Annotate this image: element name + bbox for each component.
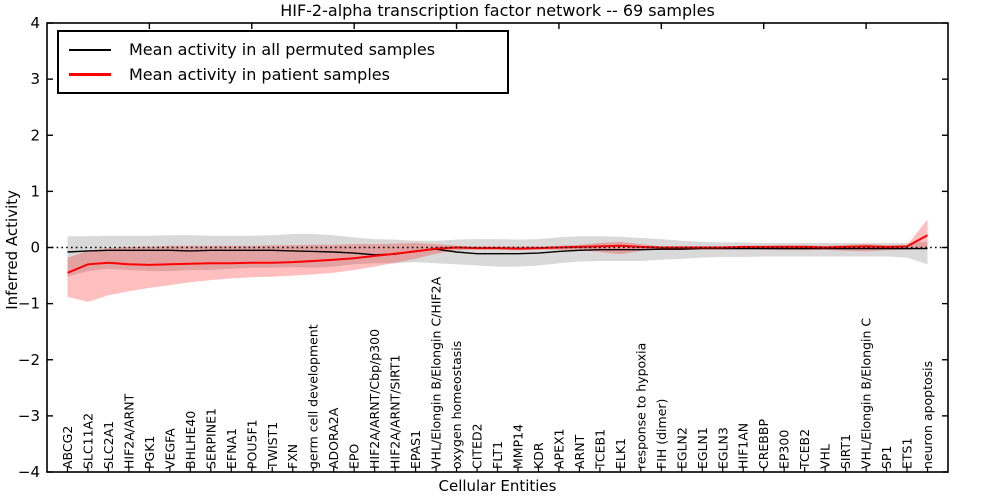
x-category-label: FIH (dimer) xyxy=(654,399,669,469)
chart-title: HIF-2-alpha transcription factor network… xyxy=(280,1,715,20)
x-category-label: POU5F1 xyxy=(244,419,259,469)
x-category-label: CREBBP xyxy=(756,419,771,469)
x-category-label: ETS1 xyxy=(900,438,915,469)
x-category-label: VHL/Elongin B/Elongin C xyxy=(859,318,874,469)
y-tick-label: 3 xyxy=(30,70,40,88)
permuted-mean-line xyxy=(67,247,928,256)
x-category-label: germ cell development xyxy=(306,324,321,469)
x-category-label: EP300 xyxy=(777,430,792,469)
y-tick-label: 4 xyxy=(30,14,40,32)
x-category-label: VHL xyxy=(818,444,833,469)
legend-line-sample-black xyxy=(69,48,111,51)
y-axis-title-text: Inferred Activity xyxy=(3,190,21,310)
x-category-label: EPO xyxy=(347,444,362,469)
x-category-label: oxygen homeostasis xyxy=(449,341,464,469)
x-category-label: HIF2A/ARNT/Cbp/p300 xyxy=(367,329,382,469)
x-category-label: SP1 xyxy=(879,446,894,469)
x-category-label: ADORA2A xyxy=(326,407,341,469)
x-category-label: VHL/Elongin B/Elongin C/HIF2A xyxy=(429,276,444,469)
legend: Mean activity in all permuted samples Me… xyxy=(57,30,509,94)
x-category-label: ARNT xyxy=(572,434,587,469)
x-category-label: MMP14 xyxy=(511,424,526,469)
x-category-label: EFNA1 xyxy=(224,428,239,469)
x-category-label: EGLN2 xyxy=(674,427,689,469)
legend-label: Mean activity in all permuted samples xyxy=(129,40,436,59)
y-tick-label: −1 xyxy=(18,295,40,313)
x-category-label: FLT1 xyxy=(490,441,505,469)
patient-band xyxy=(67,219,928,302)
x-category-label: APEX1 xyxy=(551,428,566,469)
x-category-label: KDR xyxy=(531,442,546,469)
legend-label: Mean activity in patient samples xyxy=(129,65,390,84)
x-category-label: SLC11A2 xyxy=(81,413,96,469)
x-category-label: EPAS1 xyxy=(408,430,423,469)
x-category-label: VEGFA xyxy=(162,428,177,469)
x-category-label: SIRT1 xyxy=(838,434,853,469)
x-category-label: HIF1AN xyxy=(736,423,751,469)
y-axis-title: Inferred Activity xyxy=(2,0,22,500)
x-category-label: TCEB1 xyxy=(592,429,607,470)
x-category-label: neuron apoptosis xyxy=(920,361,935,469)
x-category-label: PGK1 xyxy=(142,436,157,469)
legend-entry-patient: Mean activity in patient samples xyxy=(69,65,507,84)
x-category-label: CITED2 xyxy=(470,423,485,469)
x-category-label: HIF2A/ARNT xyxy=(121,393,136,469)
x-category-label: response to hypoxia xyxy=(633,343,648,469)
x-category-label: TWIST1 xyxy=(265,422,280,470)
x-category-label: EGLN1 xyxy=(695,427,710,469)
y-tick-label: 1 xyxy=(30,182,40,200)
x-category-label: TCEB2 xyxy=(797,429,812,470)
y-tick-label: 2 xyxy=(30,126,40,144)
patient-mean-line xyxy=(67,234,928,274)
x-category-label: SLC2A1 xyxy=(101,421,116,469)
x-category-label: FXN xyxy=(285,444,300,469)
x-axis-title: Cellular Entities xyxy=(438,477,557,495)
y-tick-label: 0 xyxy=(30,239,40,257)
x-category-label: ABCG2 xyxy=(60,426,75,469)
y-tick-label: −2 xyxy=(18,351,40,369)
x-category-label: HIF2A/ARNT/SIRT1 xyxy=(388,355,403,469)
legend-entry-permuted: Mean activity in all permuted samples xyxy=(69,40,507,59)
x-category-label: ELK1 xyxy=(613,438,628,469)
y-tick-label: −4 xyxy=(18,463,40,481)
permuted-band xyxy=(67,234,928,277)
legend-line-sample-red xyxy=(69,73,111,76)
y-tick-label: −3 xyxy=(18,407,40,425)
x-category-label: EGLN3 xyxy=(715,427,730,469)
x-category-label: SERPINE1 xyxy=(203,408,218,469)
x-category-label: BHLHE40 xyxy=(183,411,198,469)
